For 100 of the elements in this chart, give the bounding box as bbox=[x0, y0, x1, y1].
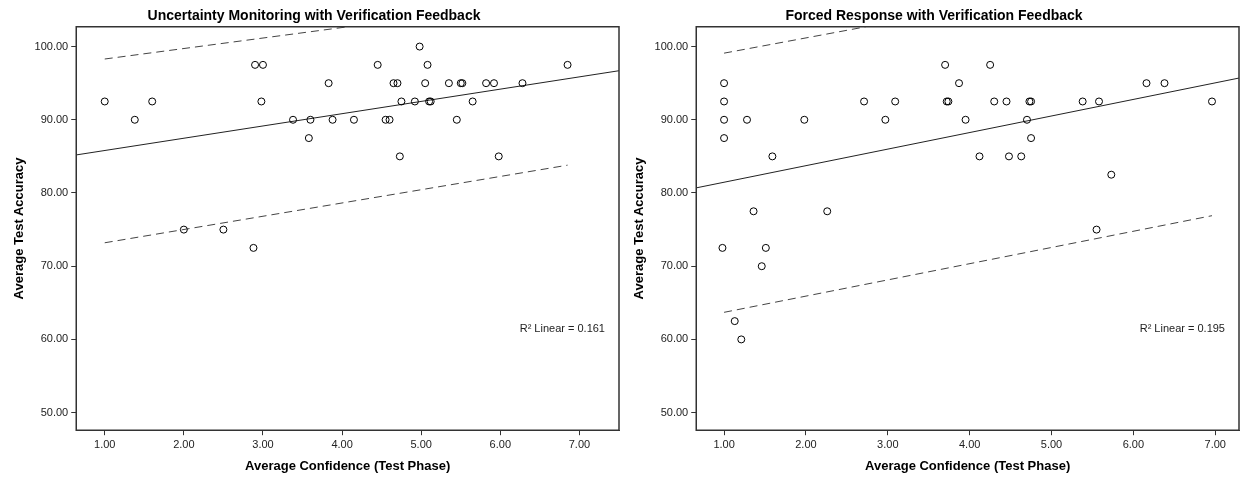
point bbox=[563, 60, 572, 69]
y-tick-label: 50.00 bbox=[660, 405, 689, 418]
point bbox=[306, 115, 315, 124]
point bbox=[743, 115, 751, 124]
point bbox=[518, 79, 527, 88]
point bbox=[415, 42, 424, 51]
point bbox=[397, 97, 406, 106]
x-axis-title: Average Confidence (Test Phase) bbox=[865, 457, 1071, 473]
point bbox=[1027, 134, 1036, 143]
point bbox=[720, 134, 729, 143]
point bbox=[757, 262, 766, 271]
x-tick-label: 1.00 bbox=[94, 437, 116, 450]
y-tick-label: 70.00 bbox=[40, 259, 69, 272]
point bbox=[718, 243, 727, 252]
point bbox=[768, 152, 777, 161]
point bbox=[860, 97, 869, 106]
point bbox=[482, 79, 491, 88]
point bbox=[1078, 97, 1087, 106]
point bbox=[990, 97, 999, 106]
point bbox=[381, 115, 390, 124]
point bbox=[941, 60, 950, 69]
point bbox=[258, 60, 267, 69]
point bbox=[179, 225, 188, 234]
y-axis-title: Average Test Accuracy bbox=[631, 156, 647, 300]
y-tick-label: 60.00 bbox=[660, 332, 689, 345]
point bbox=[289, 115, 298, 124]
point bbox=[1142, 79, 1151, 88]
y-tick-label: 80.00 bbox=[660, 186, 689, 199]
point bbox=[986, 60, 995, 69]
point bbox=[249, 243, 258, 252]
point bbox=[373, 60, 382, 69]
point bbox=[130, 115, 139, 124]
point bbox=[468, 97, 477, 106]
point bbox=[1017, 152, 1026, 161]
x-tick-label: 7.00 bbox=[568, 437, 591, 450]
point bbox=[955, 79, 964, 88]
y-tick-label: 100.00 bbox=[34, 39, 69, 52]
point bbox=[823, 207, 832, 216]
point bbox=[452, 115, 461, 124]
point bbox=[328, 115, 337, 124]
x-tick-label: 5.00 bbox=[1040, 437, 1063, 450]
point bbox=[1004, 152, 1013, 161]
point bbox=[720, 79, 729, 88]
y-tick-label: 90.00 bbox=[40, 112, 69, 125]
point bbox=[324, 79, 333, 88]
point bbox=[251, 60, 260, 69]
point bbox=[421, 79, 430, 88]
chart-title: Forced Response with Verification Feedback bbox=[785, 7, 1083, 24]
point bbox=[1002, 97, 1011, 106]
point bbox=[393, 79, 402, 88]
y-tick-label: 50.00 bbox=[40, 405, 69, 418]
point bbox=[100, 97, 109, 106]
y-tick-label: 60.00 bbox=[40, 332, 69, 345]
point bbox=[395, 152, 404, 161]
point bbox=[385, 115, 394, 124]
annotation: R² Linear = 0.161 bbox=[519, 321, 605, 334]
x-axis-title: Average Confidence (Test Phase) bbox=[245, 457, 451, 473]
y-tick-label: 90.00 bbox=[660, 112, 689, 125]
x-tick-label: 6.00 bbox=[489, 437, 512, 450]
point bbox=[891, 97, 900, 106]
point bbox=[257, 97, 266, 106]
point bbox=[349, 115, 358, 124]
point bbox=[1207, 97, 1216, 106]
x-tick-label: 3.00 bbox=[877, 437, 899, 450]
y-tick-label: 100.00 bbox=[654, 39, 689, 52]
point bbox=[1022, 115, 1031, 124]
annotation: R² Linear = 0.195 bbox=[1139, 321, 1225, 334]
x-tick-label: 7.00 bbox=[1204, 437, 1226, 450]
y-tick-label: 70.00 bbox=[660, 259, 689, 272]
x-tick-label: 3.00 bbox=[252, 437, 274, 450]
point bbox=[489, 79, 498, 88]
x-tick-label: 2.00 bbox=[173, 437, 195, 450]
chart-title: Uncertainty Monitoring with Verification Feedback bbox=[147, 7, 481, 24]
point bbox=[737, 335, 746, 344]
point bbox=[148, 97, 157, 106]
point bbox=[800, 115, 809, 124]
y-axis-title: Average Test Accuracy bbox=[11, 156, 27, 300]
x-tick-label: 4.00 bbox=[331, 437, 353, 450]
point bbox=[761, 243, 770, 252]
point bbox=[423, 60, 432, 69]
x-tick-label: 6.00 bbox=[1122, 437, 1145, 450]
point bbox=[749, 207, 758, 216]
point bbox=[975, 152, 984, 161]
point bbox=[720, 115, 729, 124]
point bbox=[304, 134, 313, 143]
point bbox=[1107, 170, 1116, 179]
point bbox=[1095, 97, 1104, 106]
point bbox=[730, 317, 739, 326]
point bbox=[1092, 225, 1101, 234]
point bbox=[219, 225, 228, 234]
point bbox=[881, 115, 890, 124]
point bbox=[1160, 79, 1169, 88]
point bbox=[494, 152, 503, 161]
point bbox=[720, 97, 729, 106]
point bbox=[389, 79, 398, 88]
x-tick-label: 4.00 bbox=[958, 437, 981, 450]
x-tick-label: 2.00 bbox=[795, 437, 817, 450]
point bbox=[410, 97, 419, 106]
x-tick-label: 1.00 bbox=[713, 437, 735, 450]
y-tick-label: 80.00 bbox=[40, 186, 69, 199]
